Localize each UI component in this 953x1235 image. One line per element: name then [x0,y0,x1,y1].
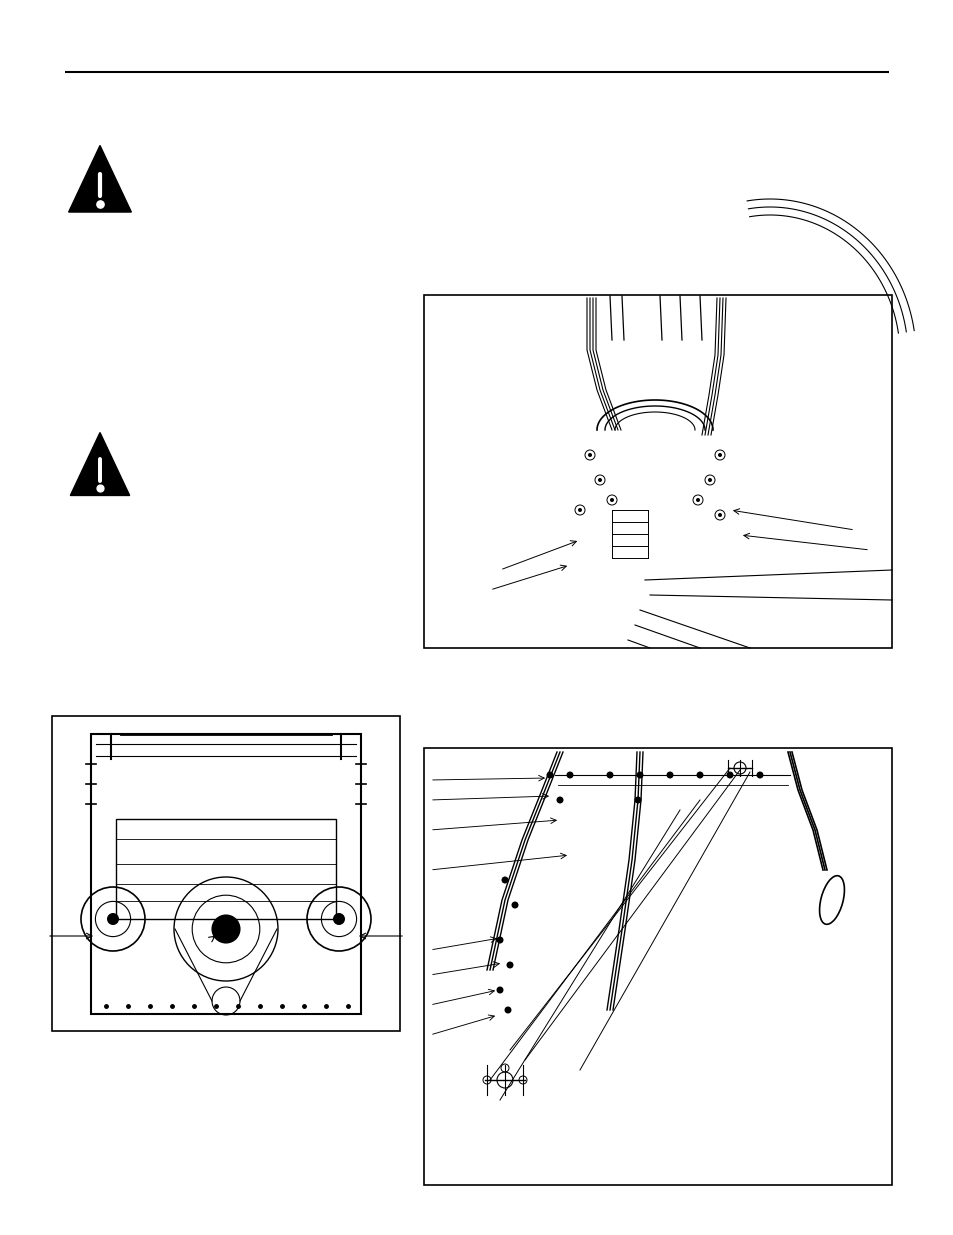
Polygon shape [69,146,132,212]
Circle shape [598,478,601,482]
Bar [423,295,891,648]
Circle shape [634,797,640,804]
Bar [52,716,399,1031]
Circle shape [696,498,700,501]
Circle shape [696,772,702,778]
Circle shape [511,902,518,909]
Circle shape [501,877,508,883]
Circle shape [212,914,240,944]
Circle shape [707,478,711,482]
Bar [116,819,335,919]
Circle shape [718,513,721,517]
Circle shape [107,913,119,925]
Circle shape [587,453,592,457]
Bar [91,734,360,1014]
Circle shape [666,772,673,778]
Bar [423,748,891,1186]
Circle shape [578,508,581,513]
Circle shape [546,772,553,778]
Circle shape [566,772,573,778]
Circle shape [756,772,762,778]
Polygon shape [71,432,130,495]
Circle shape [726,772,733,778]
Circle shape [496,936,503,944]
Circle shape [496,987,503,993]
Circle shape [556,797,563,804]
Circle shape [504,1007,511,1014]
Circle shape [333,913,345,925]
Circle shape [718,453,721,457]
Circle shape [636,772,643,778]
Circle shape [506,962,513,968]
Circle shape [609,498,614,501]
Circle shape [606,772,613,778]
